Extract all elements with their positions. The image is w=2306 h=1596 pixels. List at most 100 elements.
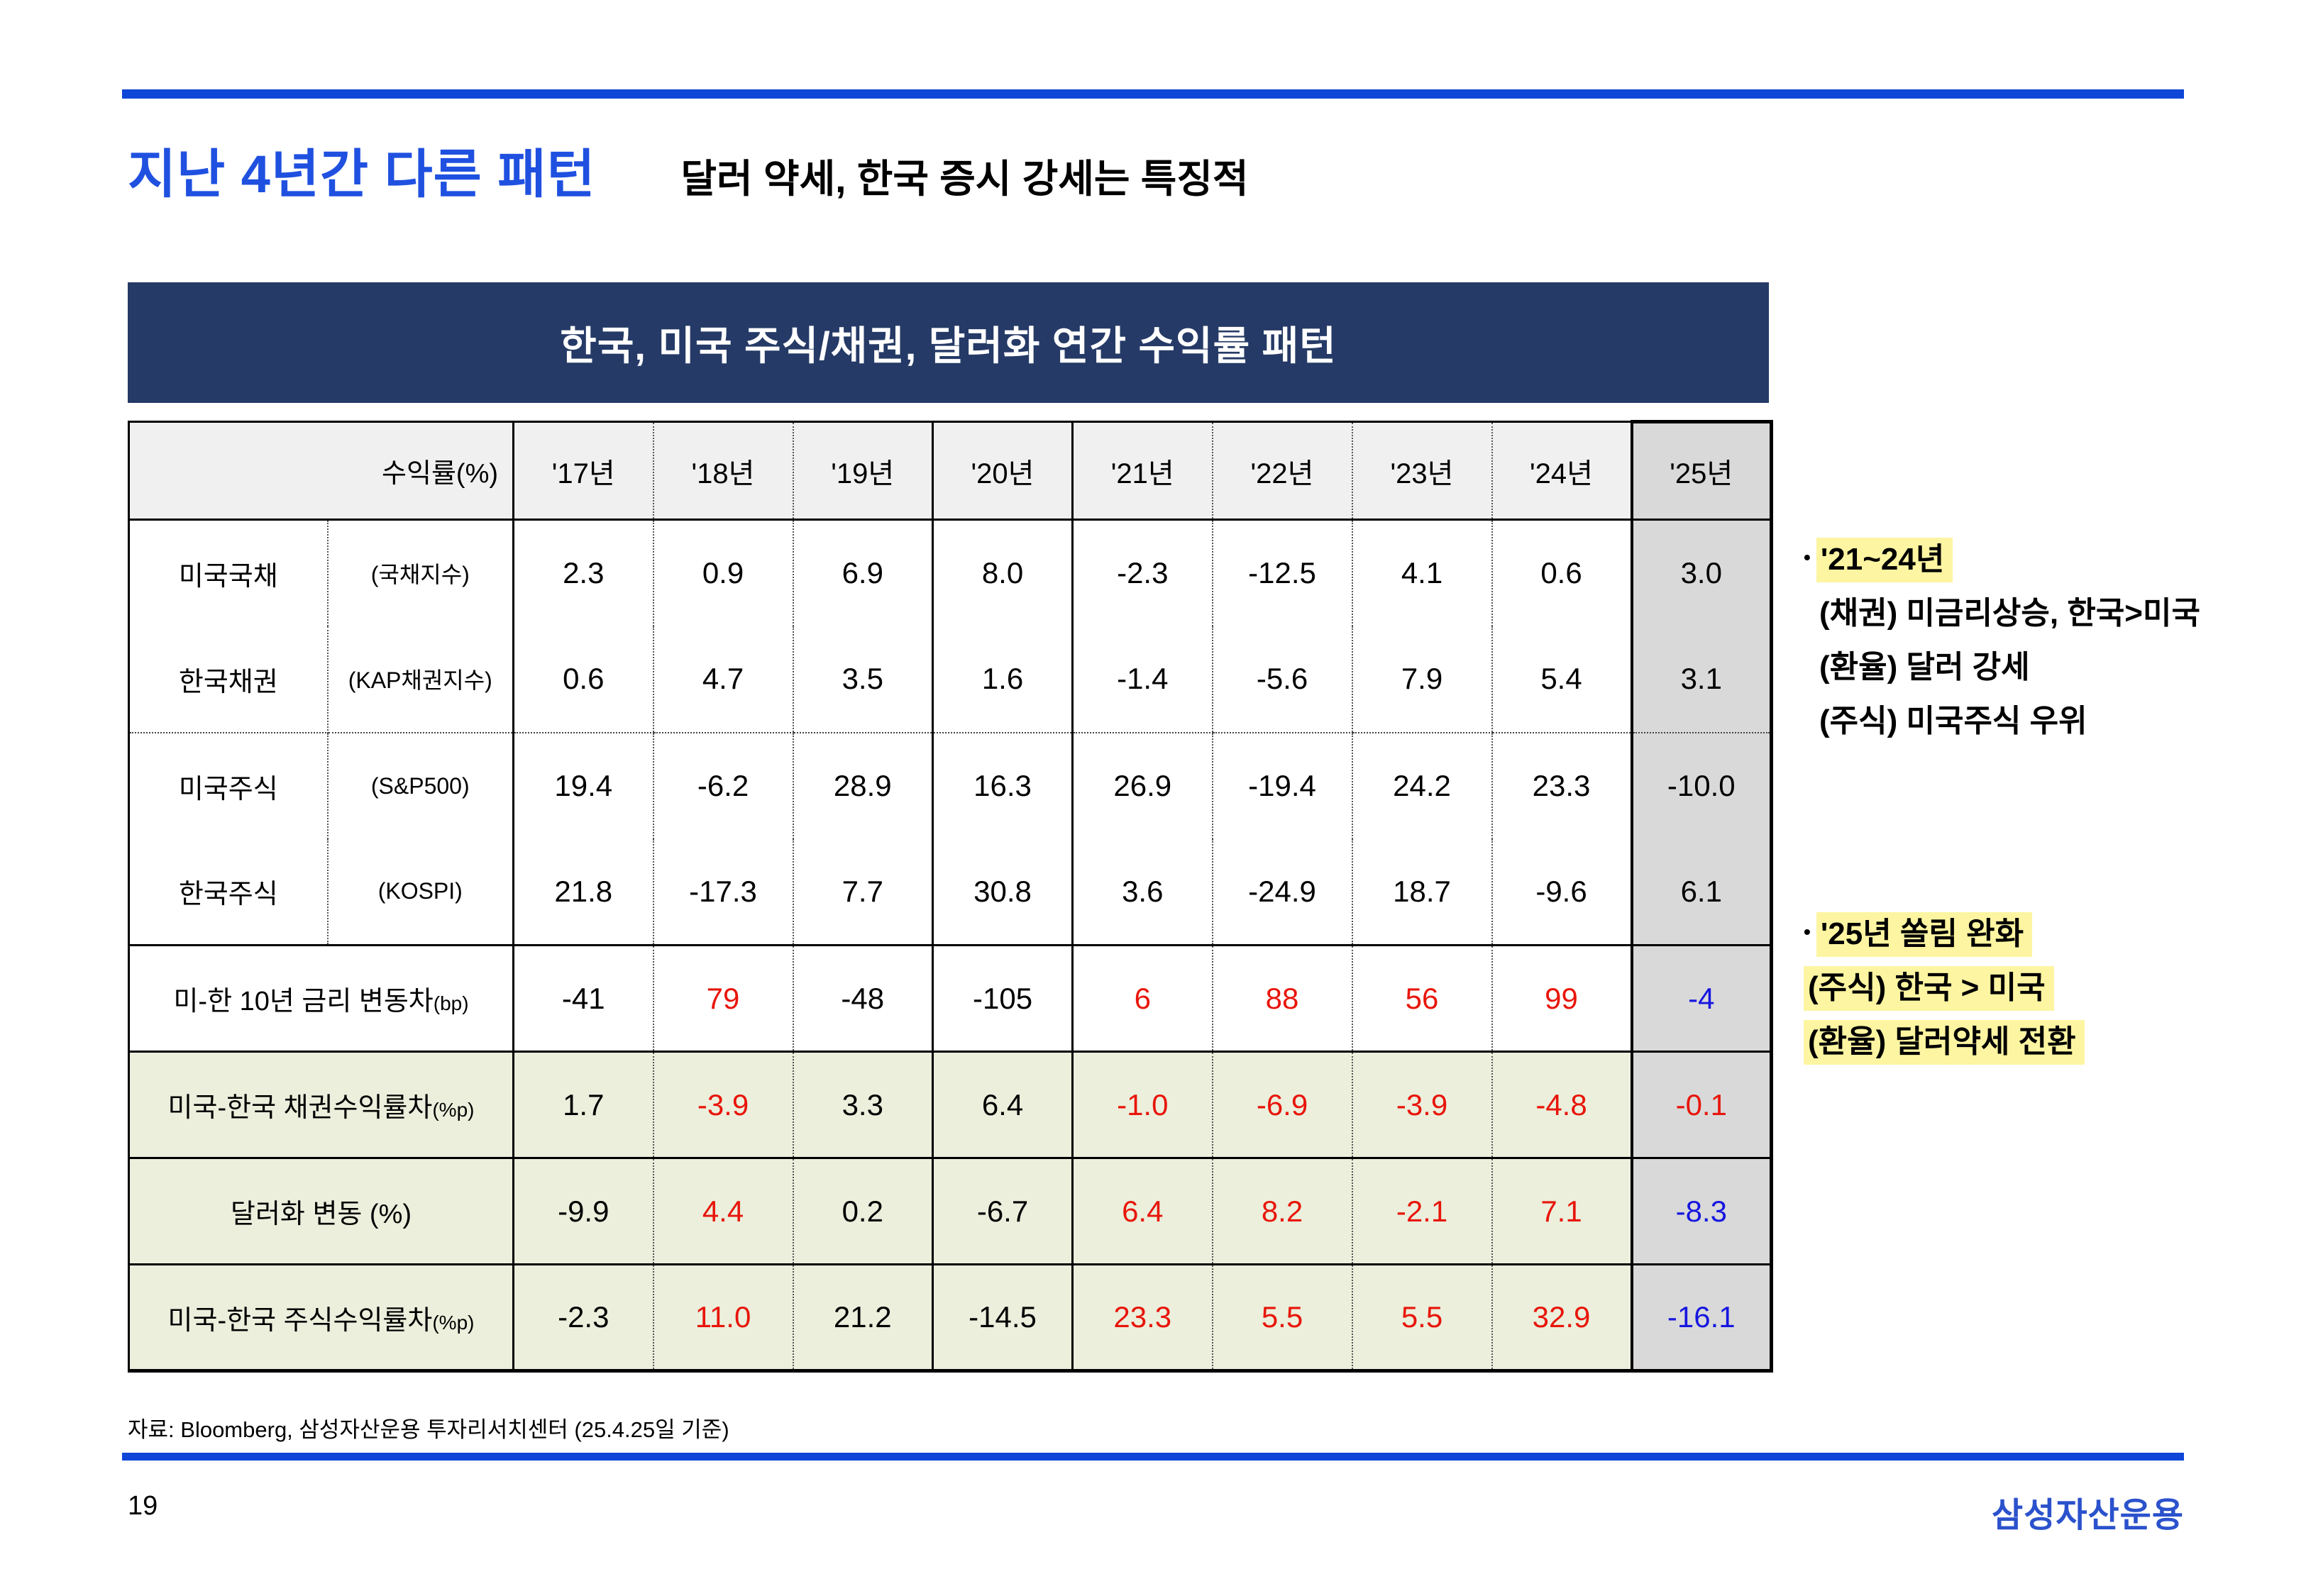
cell-value: -8.3: [1630, 1158, 1774, 1265]
cell-value: 4.1: [1351, 519, 1492, 626]
cell-value: -2.3: [1071, 519, 1213, 626]
row-label-suffix: (%p): [432, 1311, 475, 1334]
table-header-row: 수익률(%) '17년 '18년 '19년 '20년 '21년 '22년 '23…: [128, 420, 1774, 521]
header-year-20: '20년: [932, 421, 1073, 521]
cell-value: 18.7: [1351, 838, 1492, 946]
cell-value: 30.8: [932, 838, 1073, 946]
cell-value: 4.4: [652, 1158, 793, 1265]
cell-value: -14.5: [932, 1264, 1073, 1371]
row-label: 달러화 변동 (%): [128, 1158, 514, 1265]
cell-value: -2.3: [512, 1264, 653, 1371]
cell-value: -12.5: [1211, 519, 1352, 626]
annotation-21-24: • '21~24년 (채권) 미금리상승, 한국>미국 (환율) 달러 강세 (주…: [1804, 531, 2306, 748]
cell-value: 88: [1211, 945, 1352, 1053]
table-row: 미국-한국 주식수익률차(%p) -2.3 11.0 21.2 -14.5 23.3 5.5…: [128, 1264, 1774, 1371]
annotation-21-24-highlight: '21~24년: [1816, 538, 1953, 582]
cell-value: 23.3: [1071, 1264, 1213, 1371]
cell-value: 0.6: [512, 626, 653, 733]
cell-value: -3.9: [652, 1051, 793, 1159]
annotation-line-bond: (채권) 미금리상승, 한국>미국: [1819, 596, 2200, 631]
cell-value: 0.9: [652, 519, 793, 626]
top-divider: [122, 89, 2184, 99]
headline: 지난 4년간 다른 패턴 달러 약세, 한국 증시 강세는 특징적: [128, 132, 1249, 208]
cell-value: 2.3: [512, 519, 653, 626]
cell-value: -5.6: [1211, 626, 1352, 733]
table-row: 한국채권 (KAP채권지수) 0.6 4.7 3.5 1.6 -1.4 -5.6 7.9 5.4 3…: [128, 626, 1774, 733]
company-logo: 삼성자산운용: [1992, 1497, 2184, 1534]
bullet-icon: •: [1804, 921, 1811, 943]
cell-value: -6.2: [652, 732, 793, 839]
table-title: 한국, 미국 주식/채권, 달러화 연간 수익률 패턴: [560, 323, 1337, 368]
page-subtitle: 달러 약세, 한국 증시 강세는 특징적: [680, 157, 1249, 201]
cell-value: 4.7: [652, 626, 793, 733]
cell-value: 3.5: [792, 626, 933, 733]
cell-value: -9.9: [512, 1158, 653, 1265]
annotation-25-fx: (환율) 달러약세 전환: [1804, 1015, 2306, 1069]
cell-value: 0.6: [1491, 519, 1632, 626]
cell-value: -17.3: [652, 838, 793, 946]
cell-value: -48: [792, 945, 933, 1053]
cell-value: -4.8: [1491, 1051, 1632, 1159]
cell-value: -24.9: [1211, 838, 1352, 946]
cell-value: -0.1: [1630, 1051, 1774, 1159]
cell-value: 8.2: [1211, 1158, 1352, 1265]
cell-value: -19.4: [1211, 732, 1352, 839]
row-label: 한국채권: [128, 626, 329, 733]
cell-value: -2.1: [1351, 1158, 1492, 1265]
cell-value: 56: [1351, 945, 1492, 1053]
cell-value: 26.9: [1071, 732, 1213, 839]
cell-value: 3.3: [792, 1051, 933, 1159]
cell-value: 5.5: [1211, 1264, 1352, 1371]
cell-value: 7.1: [1491, 1158, 1632, 1265]
cell-value: 23.3: [1491, 732, 1632, 839]
row-label: 한국주식: [128, 838, 329, 946]
header-year-22: '22년: [1211, 421, 1352, 521]
header-year-17: '17년: [512, 421, 653, 521]
header-returns-label: 수익률(%): [128, 421, 514, 521]
header-year-21: '21년: [1071, 421, 1213, 521]
table-row: 한국주식 (KOSPI) 21.8 -17.3 7.7 30.8 3.6 -24.9 18.7-…: [128, 838, 1774, 946]
row-index-label: (국채지수): [370, 562, 470, 588]
row-index-label: (KAP채권지수): [327, 626, 514, 733]
row-label-suffix: (bp): [433, 992, 469, 1014]
cell-value: 28.9: [792, 732, 933, 839]
table-title-banner: 한국, 미국 주식/채권, 달러화 연간 수익률 패턴: [128, 282, 1769, 403]
row-index-label: (KOSPI): [327, 838, 514, 946]
annotation-21-24-heading: • '21~24년: [1804, 531, 2306, 587]
header-year-25: '25년: [1630, 420, 1774, 521]
row-label: 미국-한국 주식수익률차(%p): [128, 1264, 514, 1371]
cell-value: -6.7: [932, 1158, 1073, 1265]
cell-value: 3.6: [1071, 838, 1213, 946]
bullet-icon: •: [1804, 546, 1811, 568]
page-title: 지난 4년간 다른 패턴: [128, 145, 596, 204]
cell-value: 8.0: [932, 519, 1073, 626]
table-row: 미국주식 (S&P500) 19.4 -6.2 28.9 16.3 26.9 -19.4 24.…: [128, 732, 1774, 839]
cell-value: -16.1: [1630, 1264, 1774, 1371]
cell-value: 99: [1491, 945, 1632, 1053]
cell-value: -10.0: [1630, 732, 1774, 839]
page-number: 19: [128, 1491, 158, 1521]
cell-value: -1.0: [1071, 1051, 1213, 1159]
cell-value: 6.1: [1630, 838, 1774, 946]
cell-value: 6: [1071, 945, 1213, 1053]
cell-value: -105: [932, 945, 1073, 1053]
annotation-25-heading: • '25년 쏠림 완화: [1804, 905, 2306, 961]
cell-value: -1.4: [1071, 626, 1213, 733]
cell-value: 6.4: [932, 1051, 1073, 1159]
annotation-25-stock: (주식) 한국 > 미국: [1804, 961, 2306, 1015]
table-row: 미국-한국 채권수익률차(%p) 1.7 -3.9 3.3 6.4 -1.0 -6.9 -3.…: [128, 1051, 1774, 1159]
cell-value: -6.9: [1211, 1051, 1352, 1159]
cell-value: 6.9: [792, 519, 933, 626]
cell-value: 5.5: [1351, 1264, 1492, 1371]
cell-value: -3.9: [1351, 1051, 1492, 1159]
source-note: 자료: Bloomberg, 삼성자산운용 투자리서치센터 (25.4.25일 …: [128, 1417, 729, 1442]
cell-value: 19.4: [512, 732, 653, 839]
cell-value: 5.4: [1491, 626, 1632, 733]
cell-value: -9.6: [1491, 838, 1632, 946]
header-year-18: '18년: [652, 421, 793, 521]
cell-value: -4: [1630, 945, 1774, 1053]
row-label: 미국-한국 채권수익률차(%p): [128, 1051, 514, 1159]
header-year-23: '23년: [1351, 421, 1492, 521]
cell-value: 3.0: [1630, 519, 1774, 626]
